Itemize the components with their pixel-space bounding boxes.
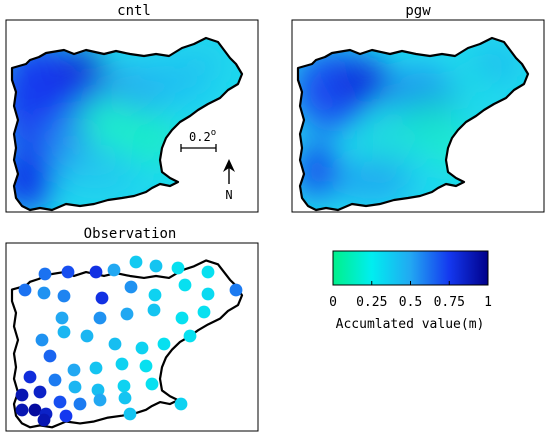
colorbar-tick-label: 0	[329, 295, 337, 310]
station-dot	[124, 280, 138, 294]
station-dot	[89, 265, 103, 279]
panel-title-observation: Observation	[84, 226, 177, 242]
colorbar-tick-label: 0.75	[434, 295, 465, 310]
station-dot	[61, 265, 75, 279]
station-dot	[201, 265, 215, 279]
panel-frame-cntl	[5, 19, 259, 213]
station-dot	[68, 380, 82, 394]
station-dot	[57, 325, 71, 339]
station-dot	[38, 267, 52, 281]
station-dot	[53, 395, 67, 409]
colorbar-gradient	[332, 250, 489, 286]
station-dot	[178, 278, 192, 292]
panel-frame-observation	[5, 242, 259, 432]
pgw-map	[296, 36, 530, 212]
station-dot	[73, 397, 87, 411]
station-dot	[135, 341, 149, 355]
station-dot	[123, 407, 137, 421]
station-dot	[33, 385, 47, 399]
station-dot	[117, 379, 131, 393]
station-dot	[91, 383, 105, 397]
station-dot	[95, 291, 109, 305]
panel-frame-pgw	[291, 19, 545, 213]
station-dot	[201, 287, 215, 301]
station-dot	[15, 403, 29, 417]
station-dot	[35, 333, 49, 347]
station-dot	[197, 305, 211, 319]
north-arrow-icon: N	[223, 159, 235, 202]
colorbar-label: Accumlated value(m)	[336, 317, 485, 332]
station-dot	[115, 357, 129, 371]
station-dot	[23, 370, 37, 384]
station-dot	[175, 311, 189, 325]
station-dot	[229, 283, 243, 297]
station-dot	[147, 303, 161, 317]
station-dot	[67, 363, 81, 377]
station-dot	[37, 413, 51, 427]
station-dot	[129, 255, 143, 269]
station-dot	[108, 337, 122, 351]
station-dot	[15, 388, 29, 402]
panel-title-pgw: pgw	[405, 3, 431, 19]
north-arrow-label: N	[225, 188, 232, 202]
station-dot	[145, 377, 159, 391]
colorbar-tick-label: 1	[484, 295, 492, 310]
station-dot	[89, 361, 103, 375]
colorbar: 0 0.25 0.5 0.75 1 Accumlated value(m)	[329, 250, 492, 332]
station-dot	[57, 289, 71, 303]
station-dot	[157, 337, 171, 351]
station-dot	[28, 403, 42, 417]
station-dot	[171, 261, 185, 275]
observation-map	[10, 255, 244, 429]
station-dot	[139, 359, 153, 373]
panel-title-cntl: cntl	[117, 3, 151, 19]
station-dot	[93, 393, 107, 407]
station-dot	[93, 311, 107, 325]
station-dot	[80, 329, 94, 343]
cntl-map	[10, 36, 244, 212]
station-dot	[183, 329, 197, 343]
colorbar-tick-label: 0.5	[399, 295, 422, 310]
station-dot	[18, 283, 32, 297]
station-dot	[43, 349, 57, 363]
colorbar-tick-label: 0.25	[356, 295, 387, 310]
station-dot	[120, 307, 134, 321]
station-dot	[149, 259, 163, 273]
station-dot	[118, 391, 132, 405]
scale-bar: 0.2o	[180, 128, 217, 152]
station-dot	[174, 397, 188, 411]
station-dot	[48, 373, 62, 387]
station-dot	[55, 311, 69, 325]
station-dot	[107, 263, 121, 277]
station-dot	[37, 286, 51, 300]
station-dot	[59, 409, 73, 423]
station-dot	[148, 288, 162, 302]
scale-bar-label: 0.2o	[189, 128, 216, 144]
